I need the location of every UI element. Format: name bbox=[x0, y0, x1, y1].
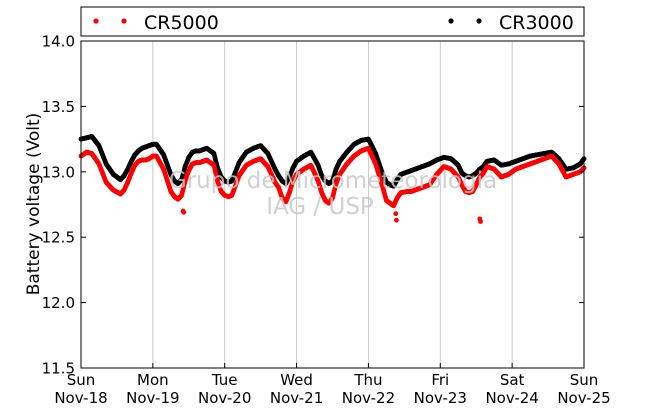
x-tick-label-day: Sun bbox=[67, 371, 96, 389]
y-axis-label: Battery voltage (Volt) bbox=[24, 113, 44, 296]
legend-frame bbox=[80, 6, 585, 37]
legend-marker-cr3000-1 bbox=[448, 18, 454, 24]
legend-marker-cr5000-2 bbox=[121, 18, 127, 24]
x-tick-label-date: Nov-21 bbox=[270, 389, 323, 407]
series-layer bbox=[78, 134, 587, 224]
y-tick-label: 12.0 bbox=[42, 294, 75, 312]
legend-marker-cr5000-1 bbox=[93, 18, 99, 24]
outlier-point bbox=[181, 209, 187, 215]
outlier-point bbox=[393, 211, 399, 217]
x-tick-label-day: Sat bbox=[500, 371, 525, 389]
x-tick-label-date: Nov-20 bbox=[198, 389, 251, 407]
watermark: Grupo de Micrometeorologia IAG / USP bbox=[169, 168, 497, 220]
x-tick-label-day: Fri bbox=[431, 371, 449, 389]
x-tick-label-day: Wed bbox=[280, 371, 313, 389]
x-tick-label-date: Nov-24 bbox=[485, 389, 538, 407]
x-tick-label-day: Tue bbox=[211, 371, 238, 389]
y-tick-label: 13.5 bbox=[42, 98, 75, 116]
y-tick-label: 13.0 bbox=[42, 163, 75, 181]
watermark-line-1: Grupo de Micrometeorologia bbox=[169, 168, 497, 194]
series-cr5000 bbox=[78, 145, 587, 224]
x-tick-label-date: Nov-18 bbox=[54, 389, 107, 407]
legend-marker-cr3000-2 bbox=[476, 18, 482, 24]
outlier-point bbox=[478, 219, 483, 224]
x-tick-label-day: Sun bbox=[570, 371, 599, 389]
y-tick-label: 12.5 bbox=[42, 229, 75, 247]
x-tick-label-date: Nov-23 bbox=[414, 389, 467, 407]
vertical-grid bbox=[152, 41, 513, 368]
x-axis: SunNov-18MonNov-19TueNov-20WedNov-21ThuN… bbox=[54, 363, 611, 407]
x-tick-label-day: Mon bbox=[137, 371, 169, 389]
outlier-point bbox=[394, 217, 399, 223]
legend: CR5000 CR3000 bbox=[80, 6, 585, 37]
legend-label-cr3000: CR3000 bbox=[499, 12, 574, 34]
y-tick-label: 11.5 bbox=[42, 360, 75, 378]
plot-area-frame bbox=[80, 40, 585, 369]
x-tick-label-day: Thu bbox=[353, 371, 382, 389]
x-tick-label-date: Nov-25 bbox=[557, 389, 610, 407]
y-tick-label: 14.0 bbox=[42, 33, 75, 51]
watermark-line-2: IAG / USP bbox=[266, 194, 374, 220]
legend-label-cr5000: CR5000 bbox=[144, 12, 219, 34]
x-tick-label-date: Nov-19 bbox=[126, 389, 179, 407]
x-tick-label-date: Nov-22 bbox=[342, 389, 395, 407]
y-axis: 11.5 12.0 12.5 13.0 13.5 14.0 bbox=[42, 33, 584, 378]
